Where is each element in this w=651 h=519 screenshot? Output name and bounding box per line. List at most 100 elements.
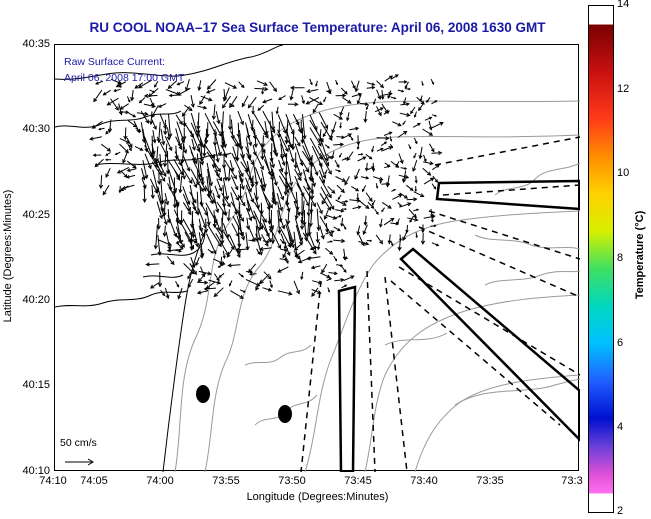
current-vector-head bbox=[257, 226, 263, 232]
current-vector-head bbox=[200, 161, 205, 166]
current-vector bbox=[223, 87, 230, 101]
current-vector bbox=[333, 226, 341, 232]
current-vector bbox=[294, 242, 304, 251]
current-vector bbox=[287, 183, 298, 204]
current-vector-head bbox=[390, 243, 394, 247]
current-vector-head bbox=[269, 284, 273, 289]
current-vector bbox=[334, 159, 340, 168]
current-vector bbox=[252, 144, 256, 156]
current-vector bbox=[357, 135, 359, 145]
current-vector bbox=[198, 272, 207, 282]
current-vector-head bbox=[245, 246, 250, 251]
current-vector-head bbox=[305, 168, 310, 173]
current-vector-head bbox=[397, 246, 402, 252]
current-vector bbox=[144, 153, 152, 169]
current-vector-head bbox=[305, 100, 310, 105]
current-vector bbox=[224, 159, 237, 179]
current-vector-head bbox=[166, 136, 171, 141]
current-vector-head bbox=[269, 225, 274, 230]
current-vector-head bbox=[387, 165, 390, 168]
current-vector-head bbox=[403, 80, 408, 84]
current-vector-head bbox=[327, 146, 330, 149]
current-vector-head bbox=[314, 171, 319, 176]
current-vector bbox=[340, 265, 347, 273]
current-vector-head bbox=[177, 295, 182, 300]
current-vector-head bbox=[369, 156, 373, 160]
current-legend-line2: April 06, 2008 17:00 GMT bbox=[64, 72, 185, 84]
current-vector-head bbox=[142, 198, 147, 203]
current-vector bbox=[146, 263, 160, 266]
current-vector-head bbox=[379, 181, 383, 185]
current-vector-head bbox=[380, 95, 385, 101]
current-vector-head bbox=[162, 232, 167, 238]
current-vector-head bbox=[222, 255, 226, 260]
current-vector bbox=[405, 184, 414, 191]
current-vector-head bbox=[125, 175, 130, 179]
current-vector-head bbox=[227, 263, 232, 268]
current-vector bbox=[354, 168, 360, 180]
current-vector bbox=[207, 193, 214, 204]
current-vector bbox=[301, 200, 305, 224]
current-vector-head bbox=[417, 122, 421, 127]
current-vector-head bbox=[190, 270, 195, 275]
current-vector-head bbox=[93, 97, 98, 103]
current-vector bbox=[309, 96, 323, 105]
current-vector-head bbox=[113, 89, 117, 93]
y-tick-label: 40:20 bbox=[22, 294, 50, 306]
current-vector-head bbox=[105, 173, 110, 178]
current-vector bbox=[352, 206, 361, 210]
current-vector bbox=[205, 218, 207, 233]
current-vector bbox=[195, 257, 200, 266]
current-vector bbox=[191, 177, 197, 188]
current-vector bbox=[190, 95, 194, 107]
current-vector-head bbox=[206, 221, 211, 226]
x-tick-label: 74:10 bbox=[39, 475, 67, 487]
current-vector bbox=[255, 184, 258, 200]
current-vector-head bbox=[265, 232, 270, 238]
current-vector bbox=[157, 186, 163, 204]
current-vector bbox=[206, 233, 217, 254]
current-vector-head bbox=[216, 119, 221, 125]
current-vector bbox=[156, 146, 159, 162]
current-vector bbox=[287, 231, 292, 246]
current-vector bbox=[392, 121, 402, 127]
current-vector-head bbox=[289, 96, 294, 101]
current-vector bbox=[404, 81, 409, 89]
current-vector bbox=[188, 238, 198, 242]
current-vector bbox=[181, 143, 185, 163]
current-vector bbox=[197, 170, 199, 185]
current-vector-head bbox=[344, 181, 348, 186]
current-vector bbox=[381, 90, 384, 100]
current-vector-head bbox=[158, 104, 162, 108]
current-vector bbox=[362, 185, 367, 192]
current-vector bbox=[423, 161, 433, 165]
current-vector bbox=[383, 217, 394, 226]
current-vector bbox=[398, 239, 401, 251]
current-vector-head bbox=[252, 151, 257, 156]
current-vector bbox=[279, 138, 286, 157]
current-vector bbox=[143, 103, 156, 108]
current-vector bbox=[177, 81, 185, 86]
current-vector bbox=[399, 112, 410, 116]
current-vector bbox=[92, 120, 103, 129]
current-vector-head bbox=[264, 86, 269, 92]
current-vector-head bbox=[213, 131, 217, 137]
bathymetry-contour bbox=[484, 270, 580, 286]
map-plot-area[interactable] bbox=[54, 44, 580, 472]
current-vector-head bbox=[371, 85, 376, 90]
current-legend-line1: Raw Surface Current: bbox=[64, 56, 165, 68]
current-vector-head bbox=[156, 138, 162, 144]
current-vector-head bbox=[202, 152, 207, 158]
current-vector-head bbox=[177, 234, 182, 240]
current-vector-head bbox=[191, 233, 196, 239]
y-tick-label: 40:15 bbox=[22, 379, 50, 391]
current-vector bbox=[138, 79, 152, 89]
current-vector bbox=[164, 193, 169, 205]
current-vector bbox=[259, 247, 272, 250]
radar-beam bbox=[434, 136, 580, 166]
current-vector-head bbox=[223, 211, 228, 217]
current-vector bbox=[222, 199, 227, 216]
current-vector-head bbox=[428, 131, 434, 136]
current-vector bbox=[183, 121, 194, 138]
current-vector-head bbox=[312, 250, 317, 255]
